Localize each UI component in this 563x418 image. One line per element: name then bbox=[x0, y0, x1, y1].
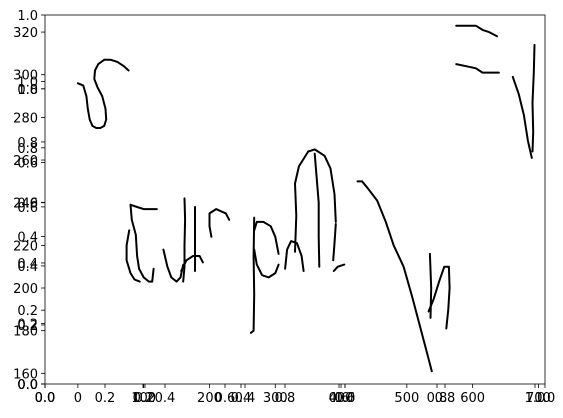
series-line-2 bbox=[129, 203, 158, 211]
series-line-23 bbox=[511, 75, 533, 159]
x-tick-label: 0 bbox=[74, 391, 82, 406]
y-tick-label: 180 bbox=[13, 325, 38, 340]
y-tick-label: 160 bbox=[13, 367, 38, 382]
x-tick-label: 0.8 bbox=[435, 391, 456, 406]
y-tick-label: 0.8 bbox=[17, 83, 38, 98]
y-tick-label: 320 bbox=[13, 26, 38, 41]
series-line-14 bbox=[294, 148, 337, 253]
y-tick-label: 260 bbox=[13, 154, 38, 169]
x-tick-label: 0.4 bbox=[155, 391, 176, 406]
tick-labels: 160 180 200 220 240 260 280 300 320 0 100 200 300 400… bbox=[13, 9, 555, 406]
y-tick-label: 0.4 bbox=[17, 230, 38, 245]
x-tick-label: 500 bbox=[394, 391, 419, 406]
x-tick-label: 0.8 bbox=[427, 391, 448, 406]
series-line-16 bbox=[332, 223, 337, 262]
series-line-11 bbox=[253, 248, 280, 279]
y-tick-label: 300 bbox=[13, 69, 38, 84]
y-tick-label: 1.0 bbox=[17, 9, 38, 24]
x-tick-label: 1.0 bbox=[335, 391, 356, 406]
x-tick-label: 200 bbox=[197, 391, 222, 406]
y-tick-label: 0.8 bbox=[17, 136, 38, 151]
y-tick-label: 0.2 bbox=[17, 319, 38, 334]
y-tick-label: 0.8 bbox=[17, 142, 38, 157]
series-line-17 bbox=[332, 263, 346, 272]
x-tick-label: 300 bbox=[263, 391, 288, 406]
x-tick-label: 100 bbox=[131, 391, 156, 406]
x-tick-label: 0.2 bbox=[95, 391, 116, 406]
series-line-1 bbox=[76, 58, 130, 129]
y-tick-label: 0.6 bbox=[17, 157, 38, 172]
x-tick-label: 0.0 bbox=[35, 391, 56, 406]
y-tick-label: 0.6 bbox=[17, 196, 38, 211]
series-line-15 bbox=[313, 152, 321, 268]
y-tick-label: 0.6 bbox=[17, 201, 38, 216]
x-tick-label: 0.6 bbox=[335, 391, 356, 406]
series-line-7 bbox=[180, 255, 204, 272]
y-tick-label: 200 bbox=[13, 282, 38, 297]
x-tick-label: 0.6 bbox=[215, 391, 236, 406]
x-tick-label: 1.0 bbox=[525, 391, 546, 406]
x-tick-label: 600 bbox=[460, 391, 485, 406]
series-line-22 bbox=[455, 63, 500, 74]
series-line-13 bbox=[284, 240, 305, 272]
y-tick-label: 0.0 bbox=[17, 378, 38, 393]
series-line-18 bbox=[356, 180, 433, 373]
x-tick-label: 1.0 bbox=[535, 391, 556, 406]
y-tick-label: 0.0 bbox=[17, 378, 38, 393]
series-line-12 bbox=[253, 220, 280, 255]
x-tick-label: 0.6 bbox=[329, 391, 350, 406]
series-line-4 bbox=[125, 229, 141, 283]
series-line-24 bbox=[531, 43, 536, 153]
x-tick-label: 700 bbox=[526, 391, 551, 406]
series-line-21 bbox=[455, 24, 498, 38]
plot-frame bbox=[44, 14, 546, 385]
y-tick-label: 0.0 bbox=[17, 378, 38, 393]
x-tick-label: 0.4 bbox=[231, 391, 252, 406]
x-tick-label: 0.0 bbox=[35, 391, 56, 406]
y-tick-label: 1.0 bbox=[17, 75, 38, 90]
y-tick-label: 220 bbox=[13, 239, 38, 254]
y-tick-label: 1.0 bbox=[17, 83, 38, 98]
y-tick-label: 0.4 bbox=[17, 257, 38, 272]
x-tick-label: 0.4 bbox=[235, 391, 256, 406]
tick-marks bbox=[41, 14, 546, 388]
series-line-20 bbox=[427, 265, 451, 330]
plot-strokes bbox=[76, 24, 536, 373]
series-line-5 bbox=[162, 248, 185, 283]
x-tick-label: 400 bbox=[329, 391, 354, 406]
y-tick-label: 0.2 bbox=[17, 304, 38, 319]
y-tick-label: 280 bbox=[13, 111, 38, 126]
x-tick-label: 0.0 bbox=[35, 391, 56, 406]
y-tick-label: 0.4 bbox=[17, 260, 38, 275]
axes-frame bbox=[44, 14, 546, 385]
series-line-3 bbox=[129, 203, 155, 283]
series-line-9 bbox=[208, 208, 231, 238]
x-tick-label: 0.2 bbox=[135, 391, 156, 406]
x-tick-label: 0.8 bbox=[275, 391, 296, 406]
series-line-10 bbox=[249, 216, 256, 334]
y-tick-label: 240 bbox=[13, 197, 38, 212]
series-line-6 bbox=[182, 197, 187, 283]
x-tick-label: 0.2 bbox=[133, 391, 154, 406]
y-tick-label: 0.2 bbox=[17, 317, 38, 332]
